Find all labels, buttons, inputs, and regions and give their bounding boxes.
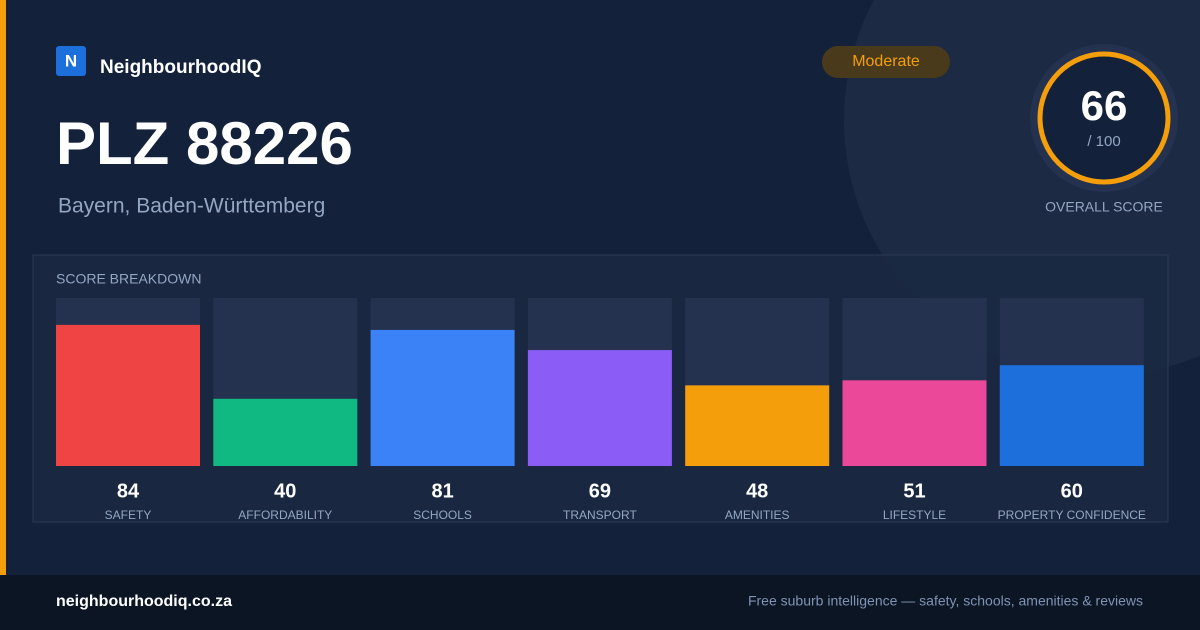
category-label: AFFORDABILITY — [238, 508, 332, 522]
value-label: 60 — [1061, 480, 1083, 502]
footer-bar — [0, 575, 1200, 630]
bar — [527, 350, 672, 466]
subtitle: Bayern, Baden-Württemberg — [58, 195, 325, 218]
value-label: 69 — [589, 480, 611, 502]
title: PLZ 88226 — [56, 110, 353, 177]
accent-strip — [0, 0, 6, 575]
badge — [822, 46, 950, 78]
logo — [56, 46, 86, 76]
category-label: AMENITIES — [725, 508, 790, 522]
category-label: SCHOOLS — [413, 508, 472, 522]
score-value: 66 — [1081, 82, 1128, 129]
logo-letter: N — [65, 51, 77, 70]
score-ring — [1037, 51, 1171, 185]
score-max: / 100 — [1087, 133, 1120, 150]
badge-text: Moderate — [852, 53, 920, 70]
value-label: 84 — [117, 480, 140, 502]
value-label: 81 — [431, 480, 453, 502]
value-label: 51 — [903, 480, 925, 502]
bar — [56, 324, 200, 466]
bar — [370, 329, 515, 466]
bar — [842, 380, 987, 466]
score-caption: OVERALL SCORE — [1045, 199, 1163, 215]
bar — [213, 398, 358, 466]
brand-name: NeighbourhoodIQ — [100, 57, 261, 78]
value-label: 40 — [274, 480, 296, 502]
value-label: 48 — [746, 480, 768, 502]
category-label: TRANSPORT — [563, 508, 637, 522]
footer-tagline: Free suburb intelligence — safety, schoo… — [748, 593, 1143, 609]
category-label: PROPERTY CONFIDENCE — [998, 508, 1146, 522]
bar — [685, 385, 830, 466]
category-label: LIFESTYLE — [883, 508, 946, 522]
chart-title: SCORE BREAKDOWN — [56, 271, 201, 287]
footer-site: neighbourhoodiq.co.za — [56, 593, 232, 610]
category-label: SAFETY — [105, 508, 152, 522]
bar — [999, 365, 1144, 466]
